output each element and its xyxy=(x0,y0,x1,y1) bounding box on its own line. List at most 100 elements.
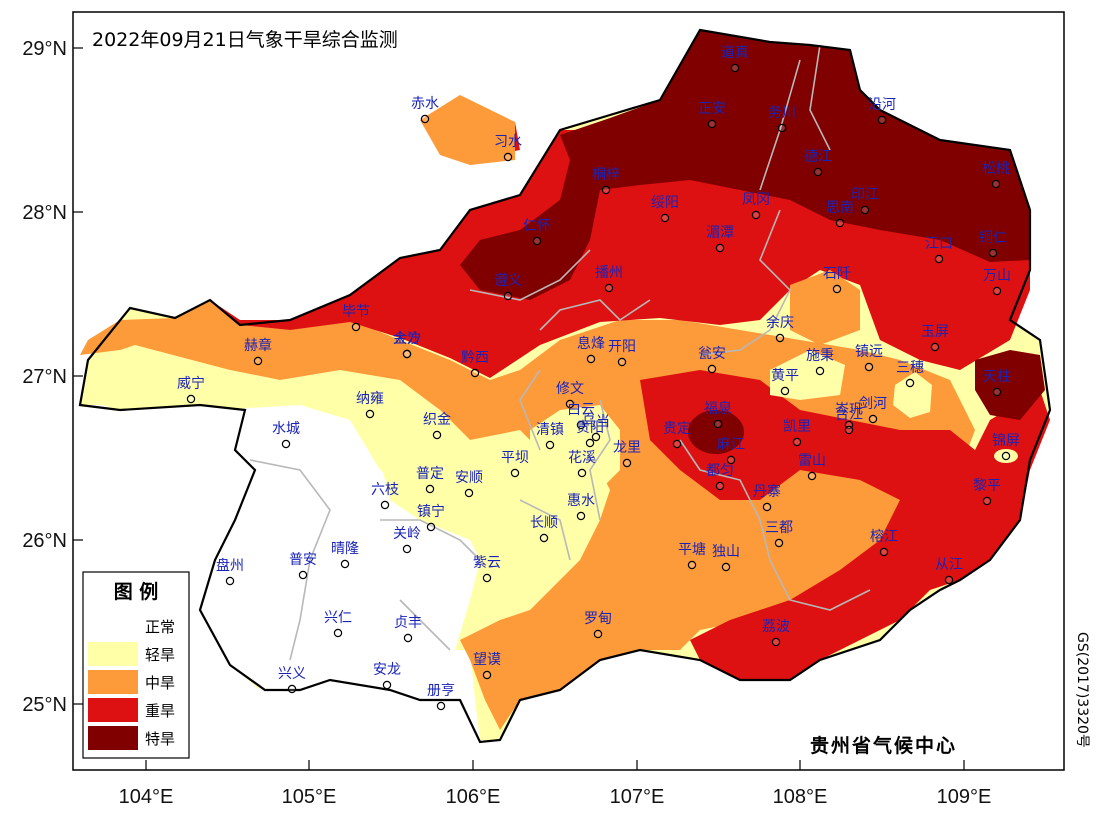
city-marker xyxy=(992,286,1002,296)
city-label: 盘州 xyxy=(216,557,244,574)
city-marker xyxy=(713,419,723,429)
city-label: 都匀 xyxy=(706,463,734,479)
city-label: 纳雍 xyxy=(356,391,384,407)
city-marker xyxy=(253,356,263,366)
city-label: 荔波 xyxy=(762,619,790,635)
city-marker xyxy=(992,387,1002,397)
y-tick-label: 25°N xyxy=(22,694,67,716)
city-label: 乌当 xyxy=(582,414,610,430)
city-marker xyxy=(982,496,992,506)
city-marker xyxy=(432,430,442,440)
city-marker xyxy=(436,701,446,711)
city-label: 册亨 xyxy=(427,682,455,699)
city-marker xyxy=(503,152,513,162)
city-marker xyxy=(402,349,412,359)
city-label: 开阳 xyxy=(608,339,636,355)
legend-title: 图 例 xyxy=(114,580,159,603)
city-marker xyxy=(403,633,413,643)
city-marker xyxy=(281,439,291,449)
city-marker xyxy=(844,425,854,435)
city-marker xyxy=(425,484,435,494)
city-label: 镇宁 xyxy=(417,503,445,520)
city-label: 铜仁 xyxy=(979,230,1007,246)
city-label: 织金 xyxy=(423,412,451,428)
region-extreme-drought-fuquan xyxy=(688,410,744,454)
city-label: 道真 xyxy=(721,45,749,61)
city-label: 三都 xyxy=(765,520,793,536)
city-marker xyxy=(930,342,940,352)
city-marker xyxy=(510,468,520,478)
city-label: 余庆 xyxy=(766,314,794,331)
region-light-jinping xyxy=(994,449,1018,463)
city-marker xyxy=(225,576,235,586)
legend-label: 重旱 xyxy=(145,702,175,720)
city-marker xyxy=(715,481,725,491)
city-marker xyxy=(771,637,781,647)
x-tick-label: 105°E xyxy=(282,786,337,808)
city-label: 沿河 xyxy=(868,97,896,113)
city-marker xyxy=(380,500,390,510)
city-label: 凯里 xyxy=(783,419,811,435)
city-marker xyxy=(726,455,736,465)
city-label: 毕节 xyxy=(342,304,370,320)
city-label: 花溪 xyxy=(568,450,596,466)
city-label: 贵定 xyxy=(663,421,691,437)
city-marker xyxy=(351,322,361,332)
city-label: 麻江 xyxy=(717,437,745,453)
map-frame xyxy=(72,11,1065,771)
city-label: 清镇 xyxy=(536,422,564,438)
city-marker xyxy=(934,254,944,264)
city-marker xyxy=(807,471,817,481)
legend-swatch xyxy=(88,698,138,722)
city-label: 施秉 xyxy=(806,348,834,364)
city-marker xyxy=(591,432,601,442)
city-label: 贵阳 xyxy=(576,420,604,436)
city-label: 湄潭 xyxy=(706,224,734,241)
city-marker xyxy=(660,213,670,223)
city-marker xyxy=(991,179,1001,189)
city-label: 台江 xyxy=(835,407,863,423)
legend-label: 轻旱 xyxy=(145,646,175,664)
city-marker xyxy=(298,570,308,580)
axis-ticks xyxy=(73,47,965,770)
region-severe-drought-east xyxy=(640,370,1050,680)
city-marker xyxy=(532,236,542,246)
x-tick-label: 104°E xyxy=(119,786,174,808)
region-moderate-drought-shiqian xyxy=(790,270,860,345)
city-label: 天柱 xyxy=(983,369,1011,385)
city-marker xyxy=(780,386,790,396)
city-marker xyxy=(287,684,297,694)
city-marker xyxy=(482,670,492,680)
region-extreme-drought-tianzhu xyxy=(975,350,1045,420)
city-marker xyxy=(868,414,878,424)
city-label: 贞丰 xyxy=(394,614,422,631)
region-moderate-drought-chishui xyxy=(420,95,515,165)
region-light-sansui xyxy=(893,372,932,418)
region-light-center xyxy=(85,345,470,500)
city-label: 安龙 xyxy=(373,662,401,678)
city-marker xyxy=(792,437,802,447)
city-marker xyxy=(707,119,717,129)
city-marker xyxy=(721,562,731,572)
city-marker xyxy=(774,538,784,548)
city-marker xyxy=(585,438,595,448)
city-label: 丹寨 xyxy=(753,483,781,500)
city-label: 桐梓 xyxy=(592,167,620,183)
city-label: 安顺 xyxy=(455,470,483,486)
city-marker xyxy=(944,575,954,585)
x-tick-label: 106°E xyxy=(446,786,501,808)
city-label: 晴隆 xyxy=(331,541,359,557)
city-marker xyxy=(864,362,874,372)
city-label: 德江 xyxy=(804,149,832,165)
city-marker xyxy=(503,291,513,301)
city-marker xyxy=(832,284,842,294)
city-marker xyxy=(877,115,887,125)
city-marker xyxy=(905,378,915,388)
city-marker xyxy=(879,547,889,557)
legend-swatch xyxy=(88,726,138,750)
city-label: 黄平 xyxy=(771,367,799,384)
city-marker xyxy=(687,560,697,570)
city-label: 松桃 xyxy=(982,161,1010,177)
city-marker xyxy=(539,533,549,543)
city-marker xyxy=(1001,451,1011,461)
